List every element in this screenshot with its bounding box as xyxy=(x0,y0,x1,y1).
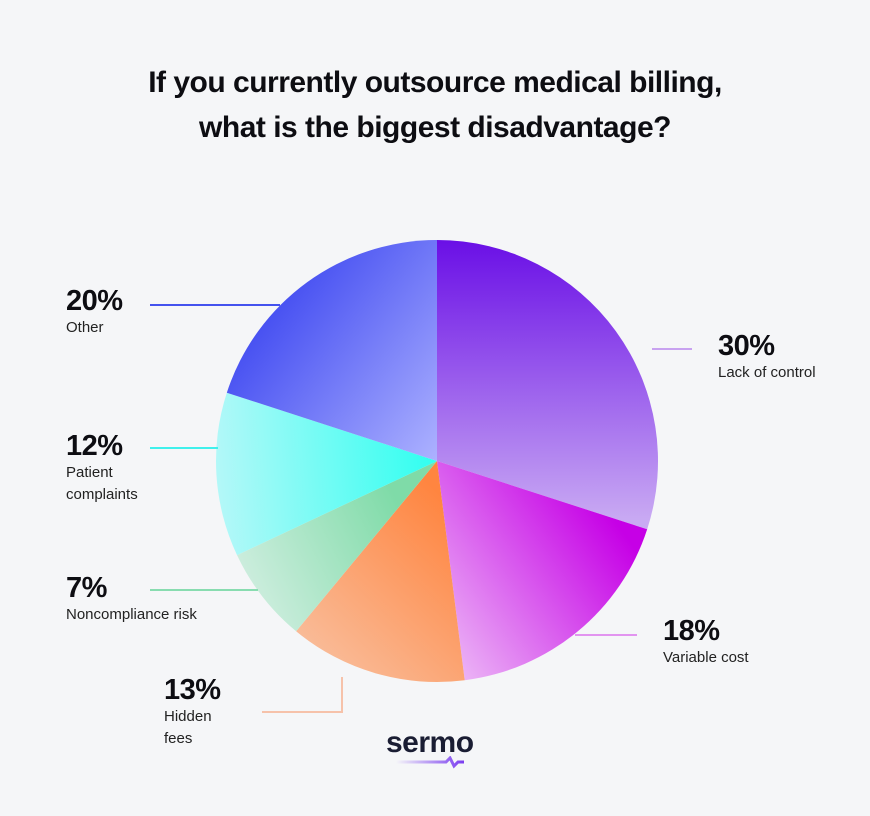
pct-label: 13% xyxy=(164,674,221,706)
logo-pulse-icon xyxy=(396,756,464,769)
pct-label: 7% xyxy=(66,572,107,604)
label-hidden-fees: 13% Hidden fees xyxy=(164,674,234,750)
pie-slice-lack-of-control xyxy=(437,240,658,530)
sermo-logo: sermo xyxy=(386,726,474,769)
pct-label: 12% xyxy=(66,430,123,462)
label-noncompliance-risk: 7% Noncompliance risk xyxy=(66,572,197,626)
label-other: 20% Other xyxy=(66,285,123,339)
label-lack-of-control: 30% Lack of control xyxy=(718,330,816,384)
category-label: Patient complaints xyxy=(66,464,138,503)
title-line-2: what is the biggest disadvantage? xyxy=(199,111,671,144)
category-label: Hidden fees xyxy=(164,708,212,747)
pie-slice-variable-cost xyxy=(437,461,648,681)
pct-label: 18% xyxy=(663,615,720,647)
label-patient-complaints: 12% Patient complaints xyxy=(66,430,156,506)
category-label: Lack of control xyxy=(718,364,816,381)
leader-line-hidden-fees xyxy=(262,677,343,713)
category-label: Noncompliance risk xyxy=(66,606,197,623)
logo-text: sermo xyxy=(386,726,474,759)
category-label: Other xyxy=(66,319,104,336)
pct-label: 20% xyxy=(66,285,123,317)
title-line-1: If you currently outsource medical billi… xyxy=(148,66,722,99)
pct-label: 30% xyxy=(718,330,775,362)
pie-slice-hidden-fees xyxy=(296,461,465,682)
pie-slice-noncompliance-risk xyxy=(237,461,437,632)
chart-title: If you currently outsource medical billi… xyxy=(0,60,870,150)
category-label: Variable cost xyxy=(663,649,749,666)
pie-slice-patient-complaints xyxy=(216,392,437,556)
label-variable-cost: 18% Variable cost xyxy=(663,615,749,669)
pie-slice-other xyxy=(226,240,437,461)
